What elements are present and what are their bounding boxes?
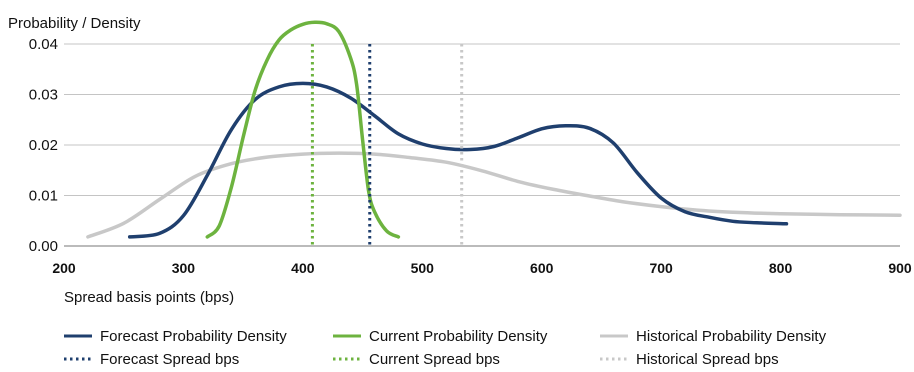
x-tick-label-0: 200 <box>52 260 76 276</box>
x-tick-labels: 200 300 400 500 600 700 800 900 <box>52 260 912 276</box>
forecast-probability-density-curve <box>127 81 789 239</box>
x-tick-label-6: 800 <box>769 260 793 276</box>
y-tick-label-3: 0.01 <box>29 188 58 205</box>
x-tick-label-7: 900 <box>888 260 912 276</box>
x-tick-label-5: 700 <box>649 260 673 276</box>
legend: Forecast Probability Density Current Prob… <box>64 328 827 368</box>
legend-label-current-spread-bps: Current Spread bps <box>369 351 500 368</box>
x-tick-label-4: 600 <box>530 260 554 276</box>
x-tick-label-1: 300 <box>172 260 196 276</box>
y-tick-label-0: 0.04 <box>29 36 58 53</box>
spread-lines <box>310 44 464 246</box>
y-tick-label-4: 0.00 <box>29 238 58 255</box>
grid <box>64 43 900 247</box>
x-axis-title: Spread basis points (bps) <box>64 289 234 306</box>
y-tick-label-2: 0.02 <box>29 137 58 154</box>
historical-probability-density-curve <box>86 151 902 239</box>
legend-label-historical-probability-density: Historical Probability Density <box>636 328 827 345</box>
legend-label-historical-spread-bps: Historical Spread bps <box>636 351 779 368</box>
legend-label-current-probability-density: Current Probability Density <box>369 328 548 345</box>
legend-label-forecast-probability-density: Forecast Probability Density <box>100 328 287 345</box>
series-layer <box>86 20 902 239</box>
x-tick-label-2: 400 <box>291 260 315 276</box>
legend-label-forecast-spread-bps: Forecast Spread bps <box>100 351 239 368</box>
x-tick-label-3: 500 <box>411 260 435 276</box>
y-axis-title: Probability / Density <box>8 15 141 32</box>
y-tick-labels: 0.04 0.03 0.02 0.01 0.00 <box>29 36 58 255</box>
y-tick-label-1: 0.03 <box>29 87 58 104</box>
